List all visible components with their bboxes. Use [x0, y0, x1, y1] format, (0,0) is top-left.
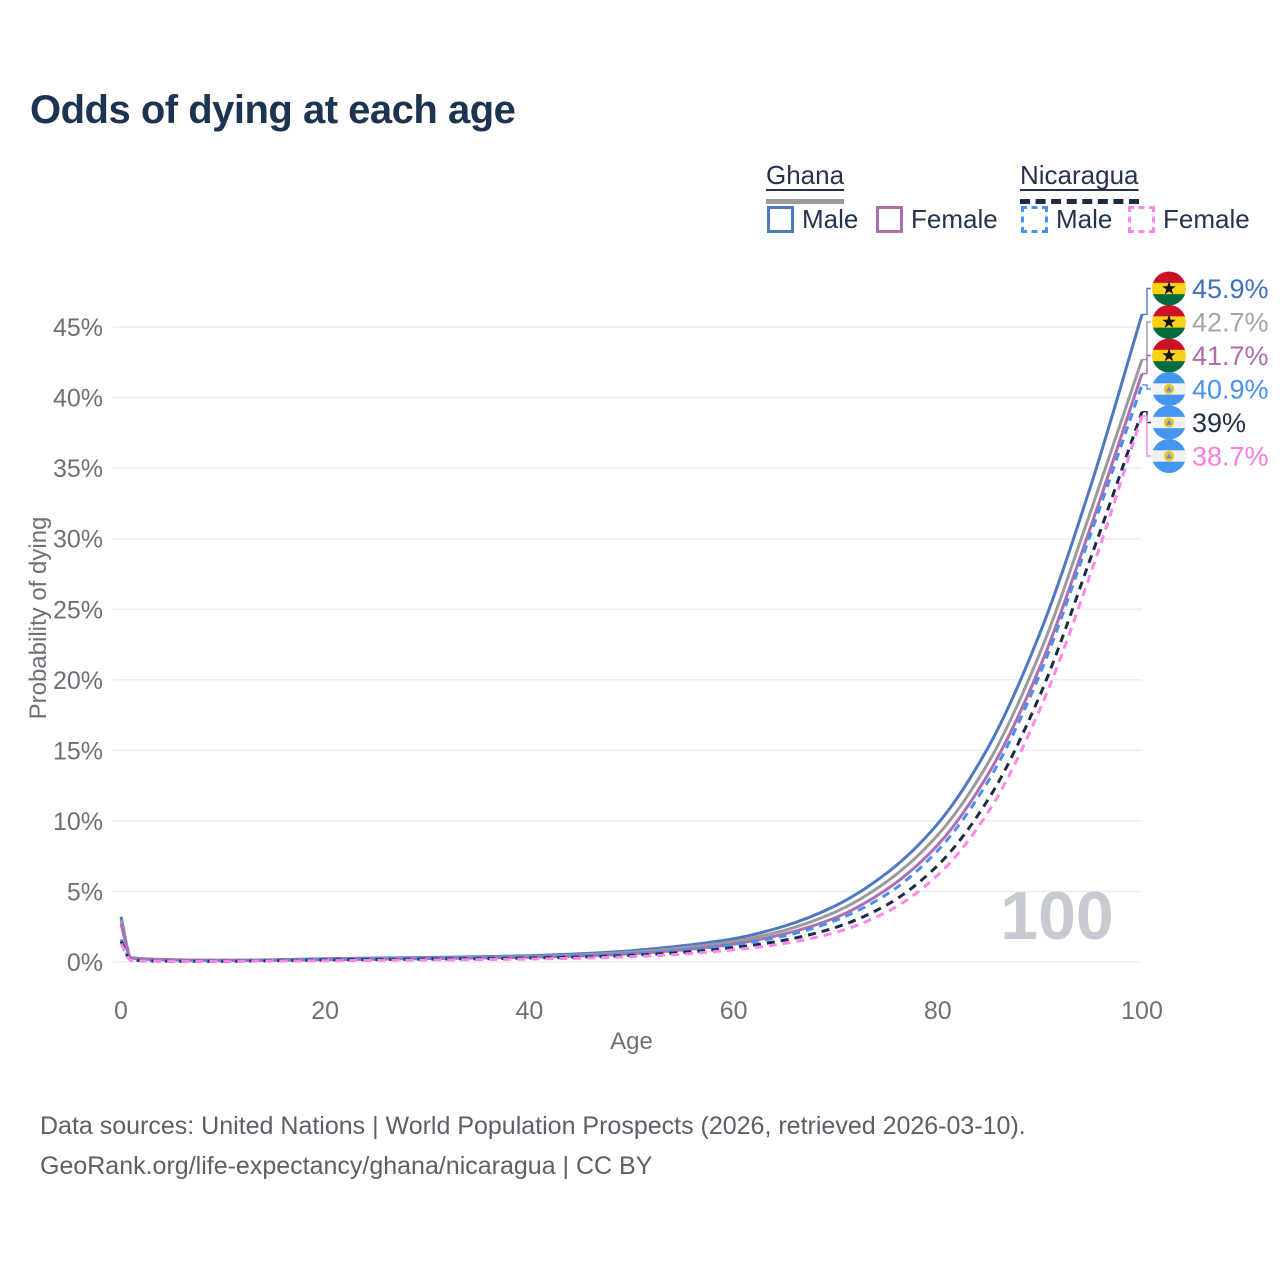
- x-axis-title: Age: [610, 1028, 653, 1055]
- series-line-nicaragua-male[interactable]: [119, 384, 1144, 963]
- end-value-label-ghana-female: 41.7%: [1192, 341, 1269, 371]
- legend-group-nicaragua-label: Nicaragua: [1020, 160, 1139, 190]
- end-connector-nicaragua-male: [1142, 384, 1151, 390]
- legend-label-ghana-female: Female: [911, 204, 998, 234]
- legend-group-ghana[interactable]: Ghana: [766, 160, 845, 204]
- y-tick-label-20: 20%: [53, 667, 103, 695]
- data-sources-text: Data sources: United Nations | World Pop…: [40, 1112, 1026, 1140]
- y-tick-label-10: 10%: [53, 808, 103, 836]
- x-tick-label-40: 40: [515, 997, 543, 1025]
- age-counter-watermark: 100: [1000, 878, 1113, 954]
- end-value-label-ghana-male: 45.9%: [1192, 274, 1269, 304]
- end-value-label-nicaragua-female: 38.7%: [1192, 442, 1269, 472]
- y-tick-label-0: 0%: [67, 949, 103, 977]
- series-line-ghana-all[interactable]: [119, 359, 1144, 962]
- y-tick-label-15: 15%: [53, 737, 103, 765]
- flag-icon-nicaragua: [1152, 372, 1186, 406]
- end-connector-ghana-female: [1142, 354, 1151, 375]
- legend-label-ghana-male: Male: [802, 204, 859, 234]
- page-title: Odds of dying at each age: [30, 88, 516, 132]
- series-line-nicaragua-female[interactable]: [119, 415, 1144, 963]
- end-connector-nicaragua-female: [1142, 415, 1151, 457]
- legend-label-nicaragua-female: Female: [1163, 204, 1250, 234]
- flag-icon-ghana: [1152, 271, 1186, 306]
- series-line-ghana-male[interactable]: [119, 313, 1144, 962]
- legend-item-nicaragua-female[interactable]: Female: [1128, 204, 1250, 235]
- legend-swatch-ghana-female: [876, 206, 903, 233]
- legend-group-ghana-label: Ghana: [766, 160, 845, 190]
- legend-swatch-nicaragua-female: [1128, 206, 1155, 233]
- y-tick-label-40: 40%: [53, 385, 103, 413]
- flag-icon-ghana: [1152, 338, 1186, 373]
- flag-icon-ghana: [1152, 305, 1186, 339]
- series-line-nicaragua-all[interactable]: [119, 411, 1144, 963]
- x-tick-label-80: 80: [924, 997, 952, 1025]
- end-value-label-nicaragua-all: 39%: [1192, 408, 1246, 438]
- footer: Data sources: United Nations | World Pop…: [40, 1106, 1240, 1186]
- legend-item-ghana-male[interactable]: Male: [767, 204, 858, 235]
- legend-label-nicaragua-male: Male: [1056, 204, 1113, 234]
- y-tick-label-25: 25%: [53, 596, 103, 624]
- y-axis-title: Probability of dying: [25, 517, 52, 720]
- legend-swatch-nicaragua-male: [1021, 206, 1048, 233]
- flag-icon-nicaragua: [1152, 439, 1186, 473]
- end-connector-ghana-all: [1142, 321, 1151, 361]
- y-tick-label-35: 35%: [53, 455, 103, 483]
- series-line-ghana-female[interactable]: [119, 373, 1144, 962]
- end-value-label-nicaragua-male: 40.9%: [1192, 375, 1269, 405]
- legend-item-nicaragua-male[interactable]: Male: [1021, 204, 1112, 235]
- y-tick-label-5: 5%: [67, 878, 103, 906]
- attribution-text: GeoRank.org/life-expectancy/ghana/nicara…: [40, 1152, 653, 1180]
- y-tick-label-45: 45%: [53, 314, 103, 342]
- flag-icon-nicaragua: [1152, 405, 1186, 440]
- end-value-label-ghana-all: 42.7%: [1192, 308, 1269, 338]
- legend-group-nicaragua[interactable]: Nicaragua: [1020, 160, 1139, 204]
- x-tick-label-0: 0: [114, 997, 128, 1025]
- y-tick-label-30: 30%: [53, 526, 103, 554]
- x-tick-label-100: 100: [1121, 997, 1163, 1025]
- legend-item-ghana-female[interactable]: Female: [876, 204, 998, 235]
- end-connector-ghana-male: [1142, 287, 1151, 316]
- legend-swatch-ghana-male: [767, 206, 794, 233]
- x-tick-label-20: 20: [311, 997, 339, 1025]
- x-tick-label-60: 60: [720, 997, 748, 1025]
